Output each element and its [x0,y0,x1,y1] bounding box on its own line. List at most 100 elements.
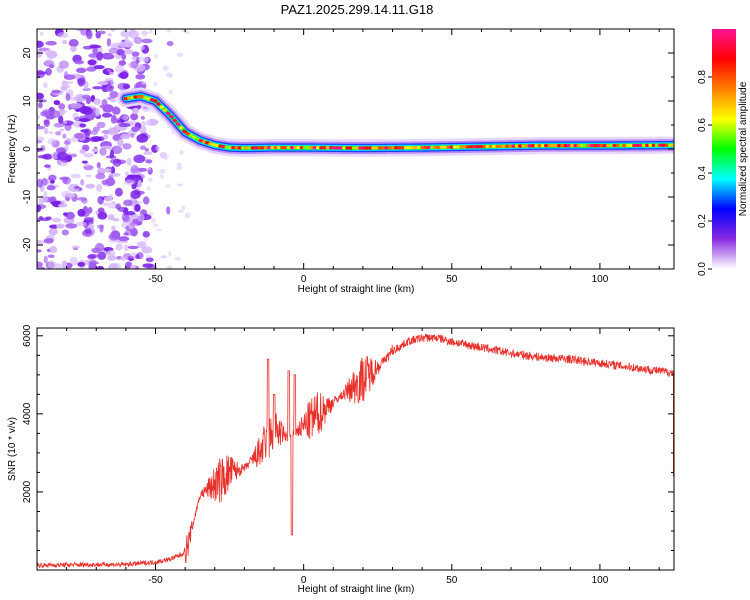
noise-blob [73,185,80,190]
noise-blob [146,186,151,191]
ridge-core [605,143,611,148]
snr-panel: -50 0 50 100 2000 4000 6000 Height of straigh… [7,324,675,595]
noise-blob [84,259,91,266]
ridge-core [433,145,438,149]
ridge-core [658,143,663,147]
snr-line [37,333,674,569]
noise-blob [118,41,129,48]
noise-blob [160,154,166,157]
noise-blob [54,263,62,269]
noise-blob [108,233,120,241]
noise-blob [145,159,153,164]
noise-blob [177,52,184,57]
noise-blob [43,119,50,127]
ridge-core [257,146,262,150]
noise-blob [43,82,48,89]
noise-blob [92,86,103,90]
noise-blob [76,197,87,201]
x-tick-label: 0 [301,274,307,285]
noise-blob [184,212,191,219]
ridge-core [302,145,308,150]
noise-blob [69,45,77,53]
noise-blob [130,189,141,199]
noise-blob [99,224,104,233]
ridge-core [495,144,500,148]
noise-blob [159,174,164,179]
ridge-core [638,143,644,147]
noise-blob [166,206,171,215]
noise-blob [38,101,43,109]
noise-blob [131,56,138,61]
ridge-core [341,146,347,150]
ridge-core [671,143,674,147]
noise-blob [133,36,143,45]
ridge-core [456,145,461,149]
ridge-core [364,146,370,150]
noise-blob [101,99,108,107]
ridge-core [195,137,200,141]
ridge-core [566,144,572,148]
noise-blob [61,260,68,269]
noise-blob [131,126,140,133]
ridge-core [260,146,266,150]
noise-blob [68,183,80,193]
noise-blob [133,154,146,164]
ridge-core [332,146,337,150]
ridge-core [354,146,360,150]
noise-blob [75,108,80,113]
noise-blob [130,164,139,174]
noise-blob [37,204,42,213]
noise-blob [44,110,51,118]
noise-blob [125,210,136,216]
ridge-core [165,111,171,115]
ridge-core [416,145,422,150]
noise-blob [60,85,68,91]
noise-blob [142,231,150,238]
noise-blob [106,67,112,73]
noise-blob [108,263,118,269]
ridge-core [573,144,578,148]
noise-blob [70,102,83,109]
noise-blob [65,193,76,198]
noise-blob [110,201,116,206]
noise-blob [140,120,147,128]
ridge-core [413,146,419,150]
ridge-core [172,118,178,123]
noise-blob [151,217,157,224]
ridge-core [651,143,657,147]
ridge-core [276,145,282,150]
noise-blob [108,47,119,54]
noise-blob [162,65,169,71]
ridge-core [635,143,640,147]
noise-blob [86,66,97,72]
noise-blob [78,117,90,123]
ridge-core [570,144,575,148]
noise-blob [118,123,131,128]
ridge-core [521,144,526,148]
noise-blob [59,176,70,181]
noise-blob [103,168,112,173]
ridge-core [237,146,243,150]
ridge-core [442,145,448,149]
noise-blob [80,179,85,186]
colorbar-gradient [712,29,736,269]
noise-blob [85,183,96,189]
ridge-core [452,145,458,149]
noise-blob [126,261,133,267]
noise-blob [153,81,158,87]
noise-blob [112,217,120,222]
noise-blob [164,156,168,161]
noise-blob [117,73,124,78]
noise-blob [105,177,116,187]
noise-blob [37,140,43,144]
noise-blob [58,115,64,125]
noise-blob [97,167,106,174]
noise-blob [109,149,115,159]
noise-blob [53,100,61,106]
ridge-core [322,146,327,150]
noise-blob [39,31,44,36]
noise-blob [65,223,78,229]
noise-blob [95,108,100,117]
ridge-core [289,145,295,150]
noise-blob [86,31,93,40]
